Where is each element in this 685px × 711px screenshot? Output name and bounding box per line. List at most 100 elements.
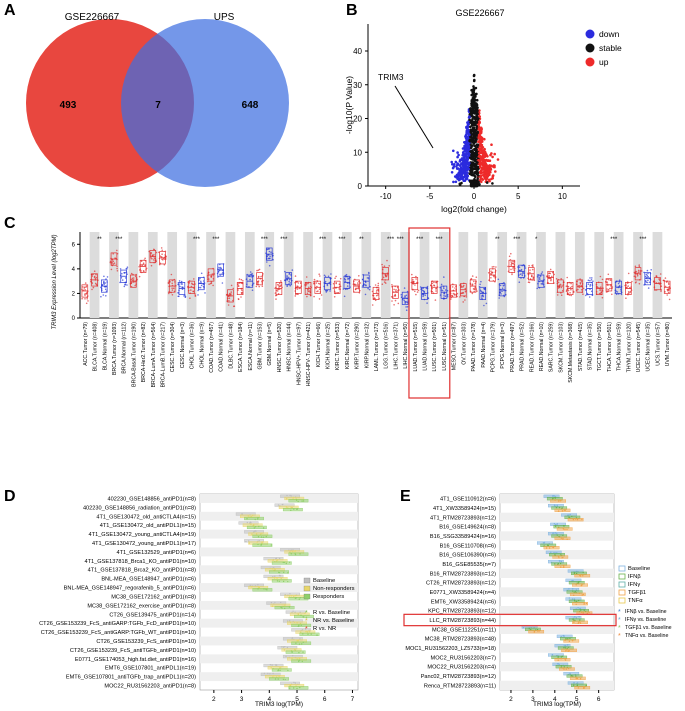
panel-d-point	[248, 542, 250, 544]
pancancer-point	[275, 294, 277, 297]
pancancer-point	[607, 278, 610, 281]
pancancer-point	[184, 295, 187, 298]
pancancer-point	[598, 292, 601, 295]
pancancer-point	[499, 284, 502, 287]
pancancer-shade	[497, 232, 508, 318]
pancancer-point	[640, 270, 643, 272]
panel-e-row-label: KPC_RTM28723893(n=12)	[428, 609, 496, 615]
panel-d-point	[285, 562, 287, 565]
panel-e-row-label: MOC22_RU31562203(n=4)	[427, 665, 496, 671]
pancancer-point	[212, 284, 214, 287]
pancancer-significance: ***	[193, 237, 201, 243]
panel-e-point	[577, 687, 580, 689]
panel-d-point	[298, 652, 300, 654]
panel-e-legend-swatch	[618, 565, 626, 572]
panel-d-point	[296, 658, 298, 660]
volcano-y-tick-label: 30	[353, 81, 362, 90]
pancancer-point	[508, 255, 511, 258]
panel-e-box	[554, 658, 571, 662]
panel-e-point	[557, 500, 560, 502]
volcano-point	[476, 143, 480, 147]
pancancer-point	[411, 273, 413, 276]
volcano-point	[471, 108, 475, 111]
panel-d-box	[271, 579, 292, 583]
pancancer-point	[503, 284, 506, 286]
pancancer-point	[375, 294, 378, 297]
pancancer-point	[143, 270, 145, 273]
pancancer-point	[382, 276, 385, 279]
volcano-point	[473, 135, 476, 139]
pancancer-point	[377, 294, 379, 296]
pancancer-point	[305, 276, 308, 278]
volcano-point	[479, 171, 482, 174]
pancancer-point	[386, 259, 388, 262]
panel-d-point	[277, 504, 280, 506]
volcano-x-tick-label: -10	[380, 192, 392, 201]
pancancer-point	[209, 282, 212, 285]
pancancer-point	[85, 285, 88, 287]
panel-d-point	[274, 601, 276, 603]
volcano-point	[479, 131, 483, 134]
panel-d-point	[302, 500, 305, 502]
pancancer-point	[82, 286, 84, 288]
volcano-point	[465, 133, 468, 136]
pancancer-point	[278, 282, 281, 285]
panel-label-a: A	[4, 2, 16, 19]
pancancer-point	[483, 304, 485, 307]
pancancer-significance: **	[97, 237, 102, 243]
pancancer-category-label: UCEC.Normal (n=35)	[646, 322, 652, 372]
pancancer-category-label: THYM.Tumor (n=120)	[626, 322, 632, 373]
pancancer-point	[338, 283, 341, 286]
panel-e-row-label: 4T1_GSE110912(n=6)	[440, 497, 496, 503]
panel-d-point	[299, 553, 301, 555]
pancancer-point	[660, 285, 663, 288]
pancancer-point	[532, 276, 535, 279]
pancancer-point	[241, 292, 243, 295]
pancancer-point	[384, 282, 387, 284]
panel-e-point	[562, 528, 565, 530]
volcano-point	[473, 117, 477, 121]
panel-e-box	[556, 527, 573, 531]
panel-e-point	[566, 538, 568, 540]
pancancer-point	[172, 287, 175, 290]
volcano-point	[478, 165, 482, 168]
pancancer-point	[589, 283, 592, 286]
panel-d-legend-label: Non-responders	[313, 586, 355, 592]
panel-e-point	[579, 607, 581, 610]
panel-e-point	[536, 629, 539, 631]
pancancer-point	[84, 298, 86, 300]
panel-e-point	[558, 560, 561, 562]
panel-d-point	[281, 607, 283, 609]
panel-e-row-label: 4T1_RTM28723893(n=12)	[430, 515, 496, 521]
panel-e-point	[571, 598, 574, 600]
panel-d-point	[282, 646, 285, 648]
pancancer-point	[86, 291, 88, 294]
volcano-point	[466, 137, 470, 140]
pancancer-point	[91, 288, 93, 291]
pancancer-point	[464, 299, 466, 301]
panel-e-row-label: LLC_RTM28723893(n=44)	[429, 618, 496, 624]
pancancer-point	[249, 275, 251, 278]
volcano-point	[475, 92, 478, 96]
volcano-point	[480, 147, 483, 150]
panel-e-row-band	[500, 680, 614, 690]
pancancer-point	[446, 294, 449, 296]
panel-d-point	[291, 550, 293, 553]
panel-d-point	[302, 633, 304, 635]
panel-e-row-band	[500, 606, 614, 616]
pancancer-significance: ***	[436, 237, 444, 243]
pancancer-point	[441, 289, 444, 292]
pancancer-category-label: KIRP.Normal (n=32)	[364, 322, 370, 368]
volcano-point	[454, 160, 458, 164]
panel-e-point	[563, 525, 565, 527]
pancancer-point	[557, 281, 560, 284]
pan-cancer-boxplot: TRIM3 Expression Level (log2TPM) 0 2 4 6 ACC…	[52, 227, 672, 399]
pancancer-category-label: BRCA-Basal.Tumor (n=190)	[131, 322, 137, 387]
panel-e-point	[547, 544, 549, 547]
panel-d-point	[272, 559, 274, 561]
pancancer-point	[335, 275, 337, 278]
volcano-point	[475, 110, 479, 114]
pancancer-point	[153, 254, 155, 256]
panel-e-point	[585, 602, 588, 605]
volcano-point	[470, 102, 473, 105]
